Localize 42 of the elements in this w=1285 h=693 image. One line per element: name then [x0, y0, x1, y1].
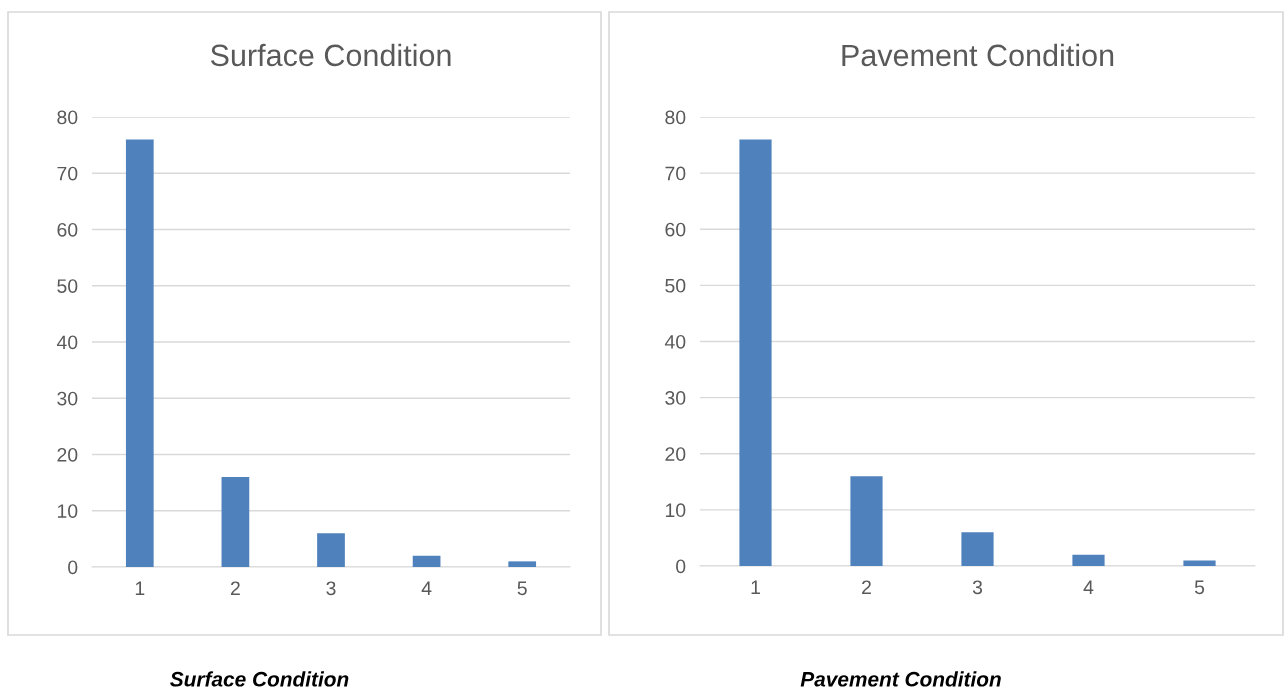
bar — [1183, 560, 1216, 566]
y-tick-label: 40 — [664, 334, 686, 349]
y-tick-label: 40 — [56, 335, 78, 350]
text: Pavement Condition — [800, 671, 1001, 687]
bar — [1072, 554, 1105, 566]
x-tick-label: 3 — [326, 581, 336, 596]
y-tick-label: 70 — [57, 166, 78, 181]
x-tick-label: 1 — [135, 581, 145, 595]
y-tick-label: 30 — [57, 391, 78, 406]
y-tick-label: 0 — [676, 559, 686, 574]
chart-title: Surface Condition — [210, 43, 451, 67]
y-tick-label: 80 — [665, 110, 686, 125]
bar — [221, 477, 250, 567]
x-tick-label: 2 — [862, 580, 871, 594]
x-tick-label: 5 — [1194, 580, 1205, 595]
bar — [317, 533, 345, 567]
bar — [508, 561, 537, 567]
y-tick-label: 20 — [665, 447, 686, 461]
y-tick-label: 50 — [57, 279, 78, 293]
y-tick-label: 80 — [57, 110, 78, 125]
x-tick-label: 3 — [972, 580, 983, 595]
y-tick-label: 60 — [57, 222, 78, 237]
y-tick-label: 10 — [665, 503, 686, 518]
y-tick-label: 50 — [665, 278, 686, 293]
y-tick-label: 0 — [68, 560, 78, 575]
y-tick-label: 10 — [57, 504, 78, 518]
x-tick-label: 1 — [751, 580, 760, 594]
y-tick-label: 60 — [665, 222, 686, 237]
chart-title: Pavement Condition — [842, 43, 1114, 67]
y-tick-label: 70 — [665, 166, 686, 181]
text: Surface Condition — [170, 671, 349, 687]
x-tick-label: 2 — [230, 581, 240, 595]
bar — [125, 139, 154, 567]
bar — [739, 139, 772, 566]
x-tick-label: 4 — [421, 581, 432, 595]
bar — [850, 476, 883, 566]
x-tick-label: 4 — [1083, 580, 1094, 594]
x-tick-label: 5 — [517, 581, 527, 596]
bar — [961, 532, 994, 566]
y-tick-label: 30 — [665, 391, 686, 405]
y-tick-label: 20 — [57, 447, 78, 462]
bar — [412, 555, 441, 567]
